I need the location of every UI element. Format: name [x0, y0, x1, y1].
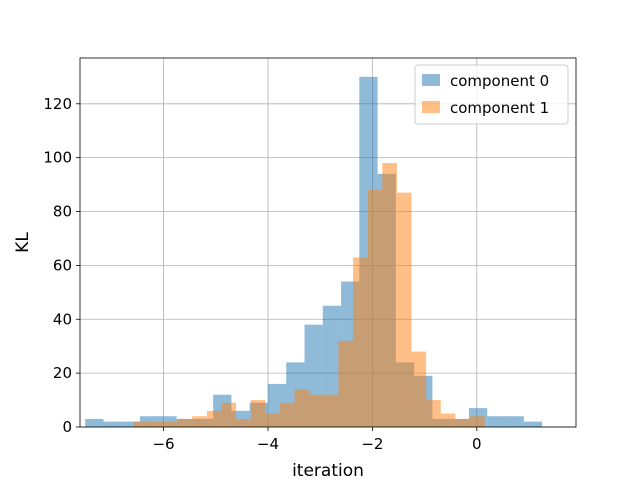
histogram-bar	[148, 421, 164, 427]
histogram-bar	[177, 418, 193, 427]
histogram-bar	[250, 400, 266, 427]
y-axis-label: KL	[13, 232, 33, 253]
axis-ticks: −6 −4 −2 0 0 20 40 60 80 100 120	[43, 95, 481, 453]
histogram-bar	[440, 413, 456, 427]
y-tick-label: 0	[62, 418, 72, 436]
histogram-bar	[353, 257, 368, 427]
legend-label-component-1: component 1	[450, 99, 549, 117]
histogram-bar	[265, 413, 280, 427]
x-tick-label: −6	[152, 435, 174, 453]
y-tick-label: 120	[43, 95, 72, 113]
histogram-bar	[192, 416, 207, 427]
y-tick-label: 100	[43, 149, 72, 167]
histogram-bar	[411, 351, 427, 427]
legend: component 0 component 1	[414, 64, 569, 125]
legend-label-component-0: component 0	[450, 72, 549, 90]
histogram-bar	[455, 418, 471, 427]
y-tick-label: 40	[53, 310, 72, 328]
histogram-bar	[236, 418, 251, 427]
y-tick-label: 20	[53, 364, 72, 382]
histogram-bar	[426, 400, 441, 427]
histogram-bars	[85, 76, 543, 428]
histogram-bar	[294, 389, 310, 427]
axes-frame	[79, 57, 577, 428]
y-tick-label: 60	[53, 256, 72, 274]
histogram-bar	[487, 416, 506, 427]
legend-swatch-component-0	[422, 74, 440, 86]
histogram-bar	[121, 421, 141, 427]
histogram-bar	[221, 402, 237, 427]
histogram-bar	[382, 163, 397, 427]
x-tick-label: −4	[257, 435, 279, 453]
histogram-bar	[323, 394, 339, 427]
legend-swatch-component-1	[422, 101, 440, 113]
histogram-bar	[206, 410, 222, 427]
histogram-bar	[133, 421, 149, 427]
histogram-bar	[338, 340, 354, 427]
histogram-bar	[470, 416, 485, 427]
histogram-bar	[367, 189, 383, 427]
histogram-bar	[396, 192, 412, 427]
histogram-bar	[85, 418, 104, 427]
x-tick-label: −2	[361, 435, 383, 453]
histogram-bar	[523, 421, 543, 427]
histogram-bar	[505, 416, 524, 427]
histogram-bar	[103, 421, 122, 427]
histogram-bar	[279, 402, 295, 427]
series-component-1	[133, 163, 485, 427]
x-axis-label: iteration	[292, 461, 364, 480]
legend-box	[414, 64, 569, 125]
histogram-bar	[309, 394, 324, 427]
x-tick-label: 0	[472, 435, 482, 453]
y-tick-label: 80	[53, 203, 72, 221]
histogram-bar	[163, 421, 178, 427]
